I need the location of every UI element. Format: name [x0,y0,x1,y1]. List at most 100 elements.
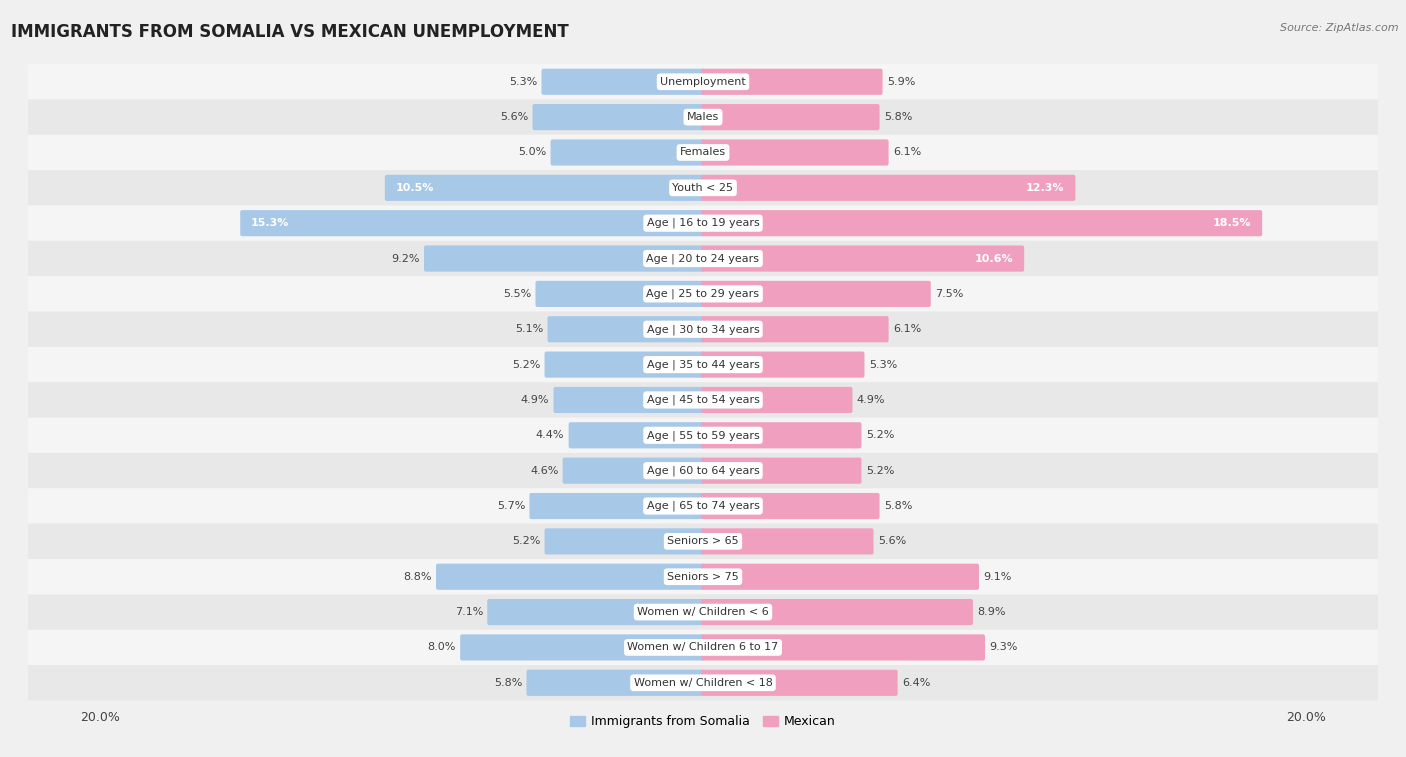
FancyBboxPatch shape [10,170,1396,205]
FancyBboxPatch shape [702,316,889,342]
FancyBboxPatch shape [702,457,862,484]
FancyBboxPatch shape [702,528,873,554]
FancyBboxPatch shape [425,245,704,272]
Text: Age | 65 to 74 years: Age | 65 to 74 years [647,501,759,511]
FancyBboxPatch shape [10,205,1396,241]
FancyBboxPatch shape [702,281,931,307]
FancyBboxPatch shape [10,559,1396,594]
Text: Females: Females [681,148,725,157]
FancyBboxPatch shape [554,387,704,413]
Text: 9.2%: 9.2% [391,254,420,263]
Text: Age | 35 to 44 years: Age | 35 to 44 years [647,360,759,370]
FancyBboxPatch shape [436,564,704,590]
FancyBboxPatch shape [562,457,704,484]
FancyBboxPatch shape [702,69,883,95]
FancyBboxPatch shape [702,245,1024,272]
FancyBboxPatch shape [10,135,1396,170]
FancyBboxPatch shape [488,599,704,625]
FancyBboxPatch shape [547,316,704,342]
FancyBboxPatch shape [526,670,704,696]
Text: 5.8%: 5.8% [494,678,522,688]
Text: Age | 60 to 64 years: Age | 60 to 64 years [647,466,759,476]
FancyBboxPatch shape [702,104,880,130]
Text: Seniors > 75: Seniors > 75 [666,572,740,581]
Text: 5.8%: 5.8% [884,112,912,122]
FancyBboxPatch shape [702,564,979,590]
FancyBboxPatch shape [702,599,973,625]
Text: 10.5%: 10.5% [395,183,434,193]
FancyBboxPatch shape [544,528,704,554]
Text: 18.5%: 18.5% [1213,218,1251,228]
Text: 5.3%: 5.3% [509,76,537,87]
FancyBboxPatch shape [702,634,986,661]
FancyBboxPatch shape [460,634,704,661]
Text: 5.2%: 5.2% [512,537,540,547]
Text: Women w/ Children < 6: Women w/ Children < 6 [637,607,769,617]
Text: Unemployment: Unemployment [661,76,745,87]
FancyBboxPatch shape [10,665,1396,700]
Text: 8.8%: 8.8% [404,572,432,581]
FancyBboxPatch shape [702,387,852,413]
Text: 8.9%: 8.9% [977,607,1005,617]
Text: 9.3%: 9.3% [990,643,1018,653]
Text: 5.7%: 5.7% [496,501,526,511]
Text: 6.4%: 6.4% [901,678,931,688]
FancyBboxPatch shape [10,382,1396,418]
FancyBboxPatch shape [10,312,1396,347]
FancyBboxPatch shape [536,281,704,307]
Text: Women w/ Children < 18: Women w/ Children < 18 [634,678,772,688]
Text: Age | 55 to 59 years: Age | 55 to 59 years [647,430,759,441]
Text: 12.3%: 12.3% [1026,183,1064,193]
Text: 9.1%: 9.1% [983,572,1011,581]
FancyBboxPatch shape [544,351,704,378]
Text: 10.6%: 10.6% [974,254,1014,263]
Text: Age | 16 to 19 years: Age | 16 to 19 years [647,218,759,229]
Text: Youth < 25: Youth < 25 [672,183,734,193]
FancyBboxPatch shape [702,422,862,448]
FancyBboxPatch shape [10,64,1396,99]
FancyBboxPatch shape [240,210,704,236]
FancyBboxPatch shape [551,139,704,166]
Text: Women w/ Children 6 to 17: Women w/ Children 6 to 17 [627,643,779,653]
Text: IMMIGRANTS FROM SOMALIA VS MEXICAN UNEMPLOYMENT: IMMIGRANTS FROM SOMALIA VS MEXICAN UNEMP… [11,23,569,41]
FancyBboxPatch shape [702,210,1263,236]
Text: 5.5%: 5.5% [503,289,531,299]
Text: 5.6%: 5.6% [877,537,905,547]
FancyBboxPatch shape [10,99,1396,135]
FancyBboxPatch shape [10,453,1396,488]
FancyBboxPatch shape [533,104,704,130]
FancyBboxPatch shape [10,524,1396,559]
Text: 5.6%: 5.6% [501,112,529,122]
Text: 5.8%: 5.8% [884,501,912,511]
Text: Source: ZipAtlas.com: Source: ZipAtlas.com [1281,23,1399,33]
Text: 5.2%: 5.2% [866,430,894,441]
Text: 5.0%: 5.0% [517,148,547,157]
FancyBboxPatch shape [702,351,865,378]
Text: 7.1%: 7.1% [454,607,484,617]
FancyBboxPatch shape [702,670,897,696]
Text: 5.2%: 5.2% [512,360,540,369]
FancyBboxPatch shape [702,493,880,519]
Text: 6.1%: 6.1% [893,148,921,157]
FancyBboxPatch shape [10,488,1396,524]
Text: 4.6%: 4.6% [530,466,558,475]
FancyBboxPatch shape [385,175,704,201]
Legend: Immigrants from Somalia, Mexican: Immigrants from Somalia, Mexican [565,710,841,733]
Text: 5.1%: 5.1% [515,324,543,335]
FancyBboxPatch shape [10,630,1396,665]
Text: Age | 45 to 54 years: Age | 45 to 54 years [647,394,759,405]
FancyBboxPatch shape [10,276,1396,312]
FancyBboxPatch shape [541,69,704,95]
Text: Age | 30 to 34 years: Age | 30 to 34 years [647,324,759,335]
Text: Males: Males [688,112,718,122]
FancyBboxPatch shape [568,422,704,448]
FancyBboxPatch shape [10,418,1396,453]
Text: 4.9%: 4.9% [856,395,886,405]
FancyBboxPatch shape [530,493,704,519]
FancyBboxPatch shape [10,241,1396,276]
Text: 5.2%: 5.2% [866,466,894,475]
Text: 5.9%: 5.9% [887,76,915,87]
Text: 4.9%: 4.9% [520,395,550,405]
Text: 6.1%: 6.1% [893,324,921,335]
FancyBboxPatch shape [702,175,1076,201]
